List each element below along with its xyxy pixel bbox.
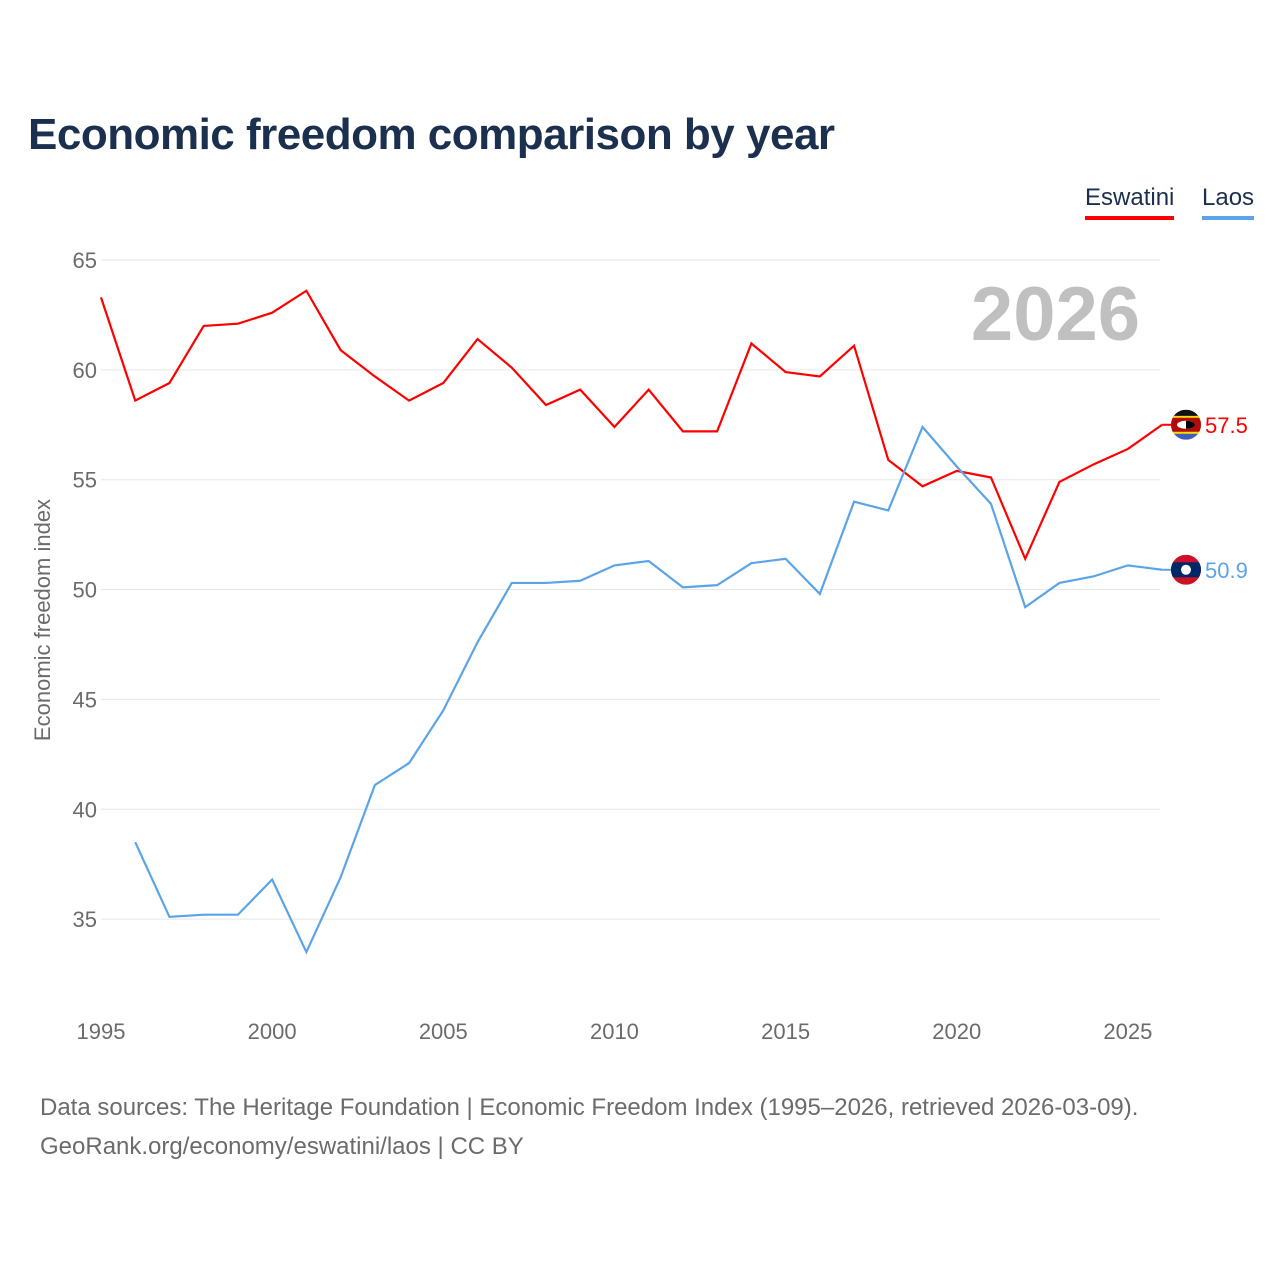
data-point[interactable] [680,584,686,590]
data-point[interactable] [783,369,789,375]
laos-flag-icon [1171,554,1201,585]
data-point[interactable] [1091,461,1097,467]
data-point[interactable] [303,288,309,294]
y-tick-label: 55 [73,468,97,493]
year-watermark: 2026 [971,272,1140,357]
legend-laos[interactable]: Laos [1202,184,1255,220]
data-point[interactable] [98,294,104,300]
data-point[interactable] [509,365,515,371]
data-point[interactable] [920,483,926,489]
data-point[interactable] [611,424,617,430]
data-point[interactable] [577,578,583,584]
series-line-laos [134,424,1163,955]
data-point[interactable] [988,501,994,507]
data-point[interactable] [646,387,652,393]
data-point[interactable] [235,321,241,327]
data-point[interactable] [1056,580,1062,586]
data-point[interactable] [954,464,960,470]
eswatini-flag-icon [1171,409,1201,440]
y-tick-label: 40 [73,797,97,822]
y-tick-label: 50 [73,578,97,603]
data-point[interactable] [201,323,207,329]
data-point[interactable] [132,398,138,404]
x-tick-label: 2015 [761,1019,810,1044]
x-tick-label: 2025 [1103,1019,1152,1044]
x-tick-label: 2000 [248,1019,297,1044]
data-point[interactable] [1091,573,1097,579]
data-point[interactable] [920,424,926,430]
data-point[interactable] [1056,479,1062,485]
data-point[interactable] [475,639,481,645]
x-tick-label: 2010 [590,1019,639,1044]
data-point[interactable] [406,760,412,766]
data-point[interactable] [988,475,994,481]
data-point[interactable] [543,402,549,408]
x-tick-label: 1995 [77,1019,126,1044]
data-point[interactable] [440,707,446,713]
legend-eswatini[interactable]: Eswatini [1085,184,1175,220]
data-point[interactable] [372,782,378,788]
data-point[interactable] [748,560,754,566]
data-point[interactable] [475,336,481,342]
data-point[interactable] [543,580,549,586]
y-tick-label: 45 [73,687,97,712]
data-point[interactable] [201,912,207,918]
data-point[interactable] [166,914,172,920]
data-point[interactable] [509,580,515,586]
x-tick-label: 2005 [419,1019,468,1044]
data-point[interactable] [851,499,857,505]
data-point[interactable] [817,591,823,597]
data-point[interactable] [1125,562,1131,568]
data-point[interactable] [166,380,172,386]
data-point[interactable] [269,877,275,883]
y-tick-label: 60 [73,358,97,383]
source-line-2[interactable]: GeoRank.org/economy/eswatini/laos | CC B… [40,1133,524,1160]
data-point[interactable] [680,428,686,434]
data-point[interactable] [235,912,241,918]
data-point[interactable] [577,387,583,393]
data-point[interactable] [783,556,789,562]
data-point[interactable] [338,874,344,880]
data-point[interactable] [851,343,857,349]
x-tick-label: 2020 [932,1019,981,1044]
chart-title: Economic freedom comparison by year [28,110,835,159]
end-value-label: 50.9 [1205,558,1248,583]
data-point[interactable] [714,582,720,588]
data-point[interactable] [372,373,378,379]
data-point[interactable] [714,428,720,434]
data-point[interactable] [269,310,275,316]
data-point[interactable] [132,839,138,845]
data-point[interactable] [885,457,891,463]
data-point[interactable] [885,507,891,513]
data-point[interactable] [748,340,754,346]
data-point[interactable] [646,558,652,564]
data-point[interactable] [611,562,617,568]
data-point[interactable] [1125,446,1131,452]
data-point[interactable] [338,347,344,353]
data-point[interactable] [1022,604,1028,610]
y-axis-label: Economic freedom index [30,499,55,741]
data-point[interactable] [440,380,446,386]
end-value-label: 57.5 [1205,413,1248,438]
data-point[interactable] [303,949,309,955]
source-note: Data sources: The Heritage Foundation | … [40,1088,1138,1166]
data-point[interactable] [817,373,823,379]
series-line-eswatini [99,289,1163,562]
data-point[interactable] [1022,556,1028,562]
data-point[interactable] [406,398,412,404]
y-tick-label: 65 [73,248,97,273]
y-tick-label: 35 [73,907,97,932]
source-line-1: Data sources: The Heritage Foundation | … [40,1094,1139,1121]
